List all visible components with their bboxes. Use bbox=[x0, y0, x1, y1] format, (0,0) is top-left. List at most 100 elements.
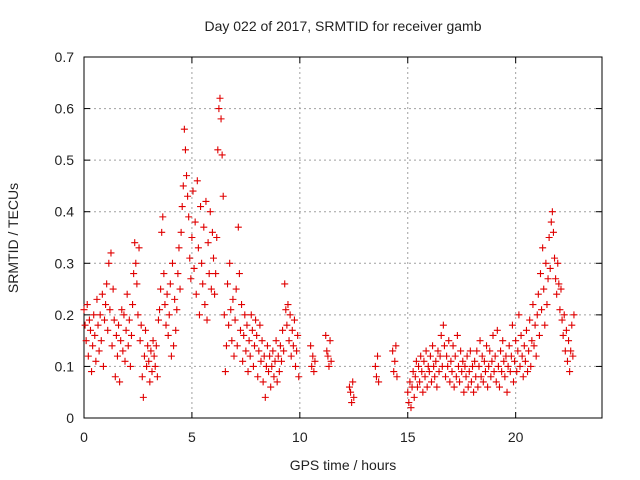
data-point bbox=[254, 373, 262, 381]
data-point bbox=[474, 383, 482, 391]
data-point bbox=[222, 342, 230, 350]
data-point bbox=[273, 378, 281, 386]
grid bbox=[84, 57, 602, 418]
data-point bbox=[512, 337, 520, 345]
data-point bbox=[458, 368, 466, 376]
data-point bbox=[345, 383, 353, 391]
data-point bbox=[556, 306, 564, 314]
y-tick-label: 0.3 bbox=[55, 255, 75, 271]
data-point bbox=[494, 362, 502, 370]
data-point bbox=[184, 192, 192, 200]
x-tick-label: 0 bbox=[80, 429, 88, 445]
data-point bbox=[480, 357, 488, 365]
data-point bbox=[433, 383, 441, 391]
data-point bbox=[435, 368, 443, 376]
data-point bbox=[295, 373, 303, 381]
data-point bbox=[172, 326, 180, 334]
data-point bbox=[124, 342, 132, 350]
data-point bbox=[98, 290, 106, 298]
data-point bbox=[154, 316, 162, 324]
data-point bbox=[555, 280, 563, 288]
data-point bbox=[473, 347, 481, 355]
data-point bbox=[274, 352, 282, 360]
data-point bbox=[104, 326, 112, 334]
data-point bbox=[276, 342, 284, 350]
data-point bbox=[558, 316, 566, 324]
data-point bbox=[136, 337, 144, 345]
data-point bbox=[190, 264, 198, 272]
data-point bbox=[207, 285, 215, 293]
data-point bbox=[528, 337, 536, 345]
data-point bbox=[267, 383, 275, 391]
data-point bbox=[266, 352, 274, 360]
data-point bbox=[213, 234, 221, 241]
y-tick-label: 0.4 bbox=[55, 204, 75, 220]
data-point bbox=[498, 368, 506, 376]
data-point bbox=[349, 378, 357, 386]
data-point bbox=[529, 301, 537, 309]
data-point bbox=[239, 357, 247, 365]
data-point bbox=[405, 399, 413, 407]
data-point bbox=[259, 378, 267, 386]
data-point bbox=[471, 357, 479, 365]
data-point bbox=[270, 373, 278, 381]
data-point bbox=[285, 337, 293, 345]
data-point bbox=[486, 347, 494, 355]
data-point bbox=[145, 357, 153, 365]
data-point bbox=[325, 362, 333, 370]
data-point bbox=[142, 326, 150, 334]
data-point bbox=[499, 337, 507, 345]
data-point bbox=[531, 321, 539, 329]
data-point bbox=[350, 393, 358, 401]
data-point bbox=[493, 326, 501, 334]
data-point bbox=[208, 228, 216, 236]
data-point bbox=[236, 326, 244, 334]
data-point bbox=[101, 316, 109, 324]
data-point bbox=[206, 208, 214, 216]
data-point bbox=[327, 357, 335, 365]
data-point bbox=[125, 316, 133, 324]
data-point bbox=[422, 347, 430, 355]
data-point bbox=[272, 337, 280, 345]
data-point bbox=[309, 352, 317, 360]
data-point bbox=[160, 270, 168, 278]
data-point bbox=[163, 290, 171, 298]
data-point bbox=[148, 368, 156, 376]
data-point bbox=[283, 321, 291, 329]
data-point bbox=[287, 352, 295, 360]
data-point bbox=[540, 285, 548, 293]
data-point bbox=[467, 378, 475, 386]
data-point bbox=[436, 352, 444, 360]
data-point bbox=[371, 362, 379, 370]
data-point bbox=[197, 203, 205, 211]
data-point bbox=[146, 378, 154, 386]
data-point bbox=[215, 105, 223, 113]
data-point bbox=[437, 331, 445, 339]
data-point bbox=[432, 357, 440, 365]
data-point bbox=[219, 192, 227, 200]
data-point bbox=[464, 383, 472, 391]
data-point bbox=[129, 301, 137, 309]
data-point bbox=[159, 213, 167, 221]
data-point bbox=[552, 275, 560, 283]
data-point bbox=[130, 270, 138, 278]
axes: 0 0.1 0.2 0.3 0.4 0.5 0.6 0.7 0 5 10 15 20 bbox=[55, 49, 603, 445]
data-point bbox=[288, 326, 296, 334]
data-point bbox=[186, 254, 194, 262]
chart-title: Day 022 of 2017, SRMTID for receiver gam… bbox=[204, 18, 481, 34]
data-point bbox=[177, 228, 185, 236]
data-point bbox=[418, 368, 426, 376]
data-point bbox=[211, 290, 219, 298]
data-point bbox=[139, 393, 147, 401]
data-point bbox=[348, 399, 356, 407]
data-point bbox=[519, 373, 527, 381]
data-point bbox=[257, 357, 265, 365]
data-point bbox=[216, 94, 224, 102]
data-point bbox=[532, 352, 540, 360]
data-point bbox=[508, 321, 516, 329]
data-point bbox=[89, 342, 97, 350]
data-point bbox=[133, 280, 141, 288]
data-point bbox=[97, 337, 105, 345]
data-point bbox=[94, 321, 102, 329]
data-point bbox=[310, 368, 318, 376]
